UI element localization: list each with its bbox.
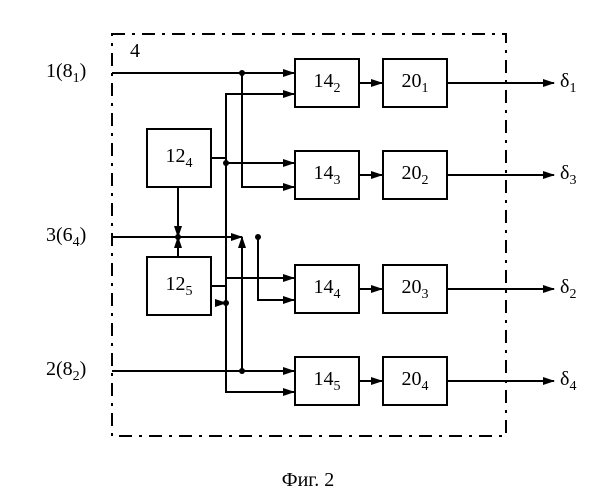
block-b20_3: 203	[382, 264, 448, 314]
block-diagram: 4 1(81) 3(64) 2(82) δ1 δ3 δ2 δ4 124 125 142 143 144 1…	[0, 0, 616, 500]
output-label-o1: δ1	[560, 70, 576, 97]
block-b20_2: 202	[382, 150, 448, 200]
block-b14_4: 144	[294, 264, 360, 314]
input-label-in2: 2(82)	[46, 358, 86, 385]
output-label-o3: δ3	[560, 162, 576, 189]
output-label-o4: δ4	[560, 368, 576, 395]
block-b20_1: 201	[382, 58, 448, 108]
block-b20_4: 204	[382, 356, 448, 406]
block-b14_3: 143	[294, 150, 360, 200]
block-b12_5: 125	[146, 256, 212, 316]
figure-caption: Фиг. 2	[282, 469, 334, 492]
input-label-in3: 3(64)	[46, 224, 86, 251]
input-label-in1: 1(81)	[46, 60, 86, 87]
block-b14_2: 142	[294, 58, 360, 108]
block-b14_5: 145	[294, 356, 360, 406]
block-b12_4: 124	[146, 128, 212, 188]
frame-label: 4	[130, 40, 140, 63]
output-label-o2: δ2	[560, 276, 576, 303]
